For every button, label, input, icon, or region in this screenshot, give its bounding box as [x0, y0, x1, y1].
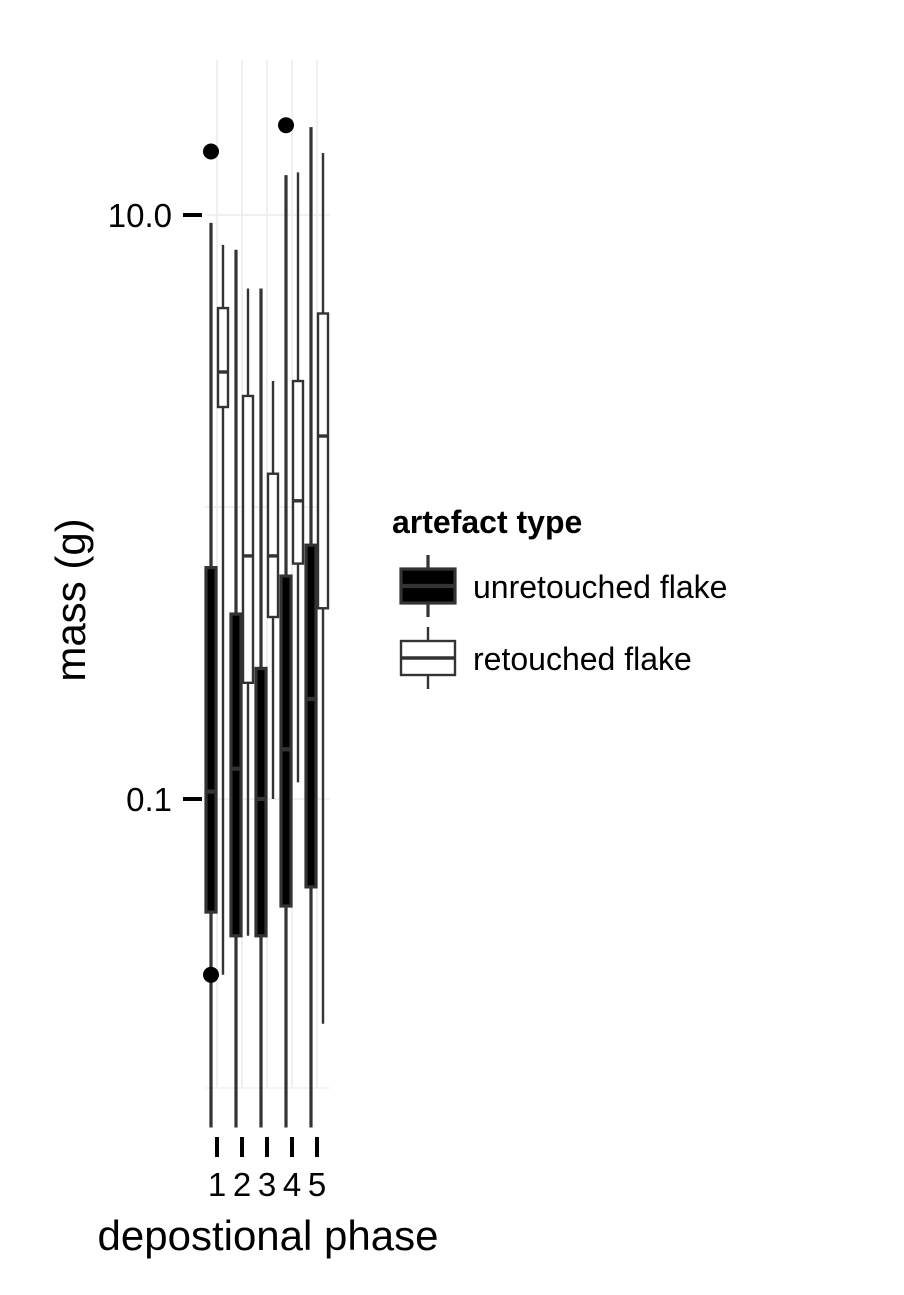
- unretouched-1-box: [204, 566, 218, 914]
- x-tick-label-4: 4: [283, 1166, 301, 1203]
- x-axis-title: depostional phase: [98, 1212, 439, 1259]
- unretouched-2-box: [229, 612, 243, 938]
- legend-entry-retouched-flake: retouched flake: [399, 627, 692, 689]
- retouched-3-box: [266, 472, 280, 619]
- x-tick-label-2: 2: [233, 1166, 251, 1203]
- unretouched-1-outlier-0: [203, 143, 219, 160]
- series-unretouched-flake: [203, 117, 318, 1128]
- legend-entry-retouched-flake-label: retouched flake: [473, 641, 692, 677]
- legend-entry-unretouched-flake-label: unretouched flake: [473, 569, 727, 605]
- y-tick-label-0.1: 0.1: [126, 781, 172, 818]
- unretouched-5-box: [304, 543, 318, 889]
- x-tick-label-3: 3: [258, 1166, 276, 1203]
- y-tick-label-10.0: 10.0: [108, 197, 172, 234]
- retouched-2-box: [241, 394, 255, 685]
- unretouched-4-outlier-0: [278, 117, 294, 134]
- unretouched-4-box: [279, 574, 293, 908]
- y-axis: 0.1 10.0: [108, 197, 202, 818]
- x-tick-label-5: 5: [308, 1166, 326, 1203]
- legend-entry-unretouched-flake: unretouched flake: [399, 555, 727, 617]
- retouched-4-box: [291, 379, 305, 565]
- unretouched-3-box: [254, 666, 268, 938]
- retouched-1-box: [216, 306, 230, 409]
- legend-entries: unretouched flake retouched flake: [399, 555, 727, 689]
- series-retouched-flake: [216, 153, 330, 1024]
- y-axis-title: mass (g): [47, 518, 94, 681]
- legend-title: artefact type: [392, 504, 582, 540]
- unretouched-1-outlier-1: [203, 966, 219, 983]
- plot-boxes: [203, 117, 330, 1128]
- retouched-5-box: [316, 312, 330, 610]
- legend: artefact type unretouched flake retouched…: [392, 504, 727, 689]
- x-tick-label-1: 1: [208, 1166, 226, 1203]
